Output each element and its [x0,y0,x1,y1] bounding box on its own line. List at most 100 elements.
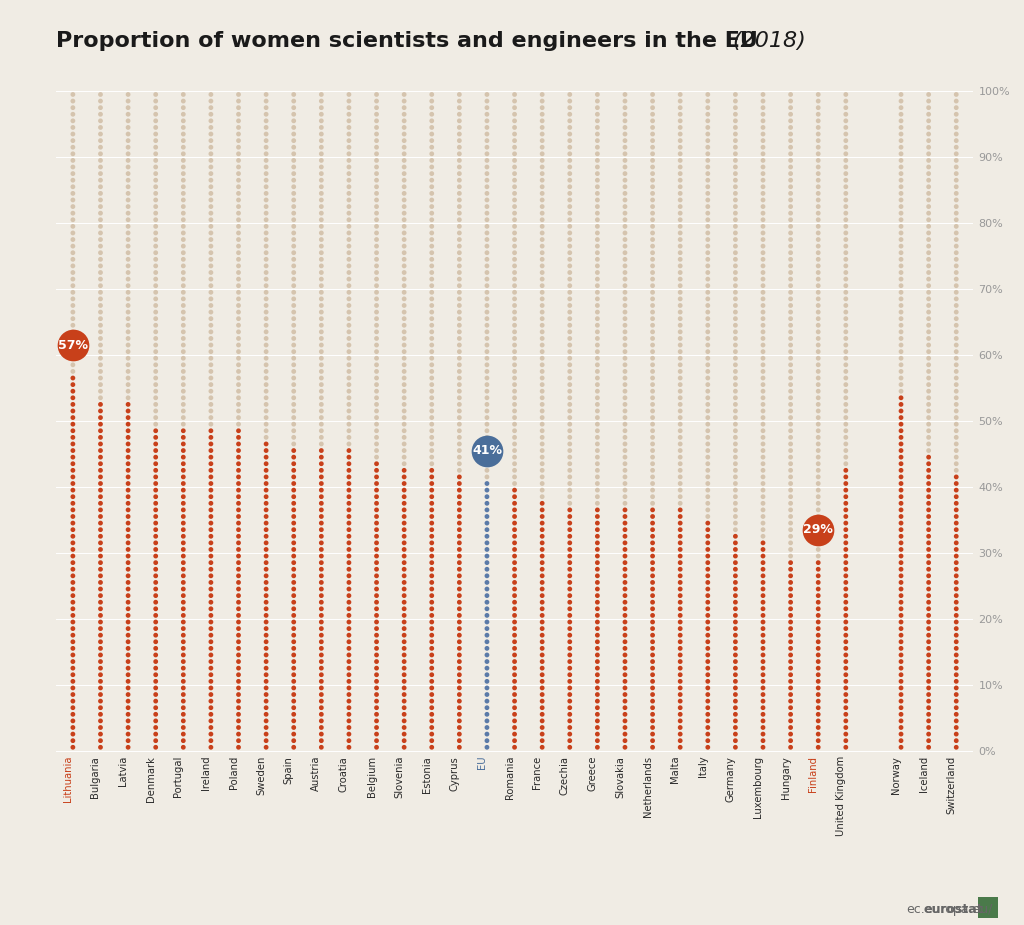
Point [286,462,302,477]
Point [203,707,219,722]
Point [424,114,440,129]
Point [838,635,854,649]
Point [147,351,164,365]
Point [479,199,496,214]
Point [561,727,578,742]
Point [230,93,247,108]
Point [230,502,247,517]
Point [534,483,550,498]
Point [616,258,633,273]
Point [616,140,633,154]
Point [755,153,771,167]
Point [120,87,136,102]
Point [313,87,330,102]
Point [755,114,771,129]
Point [948,239,965,253]
Point [203,628,219,643]
Point [65,648,81,662]
Point [341,509,357,524]
Point [782,390,799,405]
Point [120,384,136,399]
Point [644,555,660,570]
Point [948,173,965,188]
Point [782,133,799,148]
Point [589,734,605,748]
Point [644,87,660,102]
Point [506,430,522,445]
Point [561,502,578,517]
Point [948,199,965,214]
Point [65,536,81,550]
Point [230,364,247,379]
Point [147,219,164,234]
Point [92,648,109,662]
Point [341,424,357,438]
Point [699,199,716,214]
Point [120,179,136,194]
Point [810,133,826,148]
Point [452,476,468,491]
Point [561,199,578,214]
Point [561,179,578,194]
Point [699,100,716,115]
Point [506,377,522,392]
Point [175,648,191,662]
Point [313,107,330,122]
Point [921,595,937,610]
Point [341,140,357,154]
Point [810,549,826,563]
Point [755,325,771,339]
Point [424,179,440,194]
Point [921,192,937,207]
Point [727,390,743,405]
Point [561,707,578,722]
Point [810,635,826,649]
Text: Denmark: Denmark [145,756,156,802]
Point [92,462,109,477]
Point [369,720,385,734]
Point [341,713,357,728]
Point [258,384,274,399]
Point [506,298,522,313]
Point [424,285,440,300]
Point [479,364,496,379]
Point [369,226,385,240]
Point [699,258,716,273]
Point [838,312,854,327]
Point [534,219,550,234]
Point [258,417,274,432]
Point [589,120,605,135]
Point [313,252,330,266]
Point [921,364,937,379]
Point [313,114,330,129]
Point [92,390,109,405]
Point [893,608,909,623]
Point [258,660,274,675]
Point [479,318,496,333]
Point [561,450,578,464]
Point [755,338,771,352]
Point [452,371,468,386]
Point [175,291,191,306]
Point [921,707,937,722]
Point [479,160,496,175]
Point [782,727,799,742]
Point [948,674,965,689]
Point [616,304,633,319]
Point [341,674,357,689]
Point [313,734,330,748]
Point [616,344,633,359]
Point [369,456,385,471]
Point [479,734,496,748]
Point [452,312,468,327]
Point [424,542,440,557]
Point [65,403,81,418]
Point [534,107,550,122]
Point [369,127,385,142]
Point [921,523,937,537]
Point [838,186,854,201]
Point [424,536,440,550]
Point [810,483,826,498]
Point [561,351,578,365]
Point [396,555,413,570]
